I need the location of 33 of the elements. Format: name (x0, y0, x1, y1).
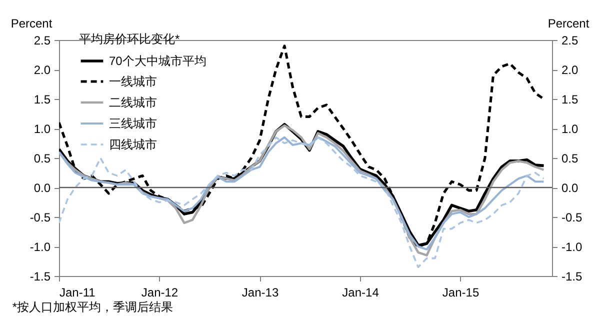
x-tick-label: Jan-14 (342, 286, 380, 300)
legend-label: 二线城市 (109, 96, 157, 110)
legend-label: 三线城市 (109, 116, 157, 130)
x-tick-label: Jan-15 (442, 286, 480, 300)
y-tick-label: 2.0 (34, 63, 51, 77)
y2-tick-label: -1.0 (562, 240, 583, 254)
y-tick-label: 2.5 (34, 34, 51, 48)
legend-title: 平均房价环比变化* (79, 32, 180, 46)
y2-tick-label: 0.5 (562, 152, 579, 166)
y2-tick-label: -0.5 (562, 210, 583, 224)
y2-axis-title: Percent (548, 16, 590, 30)
y2-tick-label: 1.0 (562, 122, 579, 136)
x-tick-label: Jan-13 (242, 286, 279, 300)
text: *按人口加权平均，季调后结果 (12, 300, 173, 314)
x-tick-label: Jan-12 (141, 286, 178, 300)
y-tick-label: -1.0 (30, 240, 51, 254)
y-tick-label: 1.5 (34, 92, 51, 106)
x-tick-label: Jan-11 (60, 286, 96, 300)
y-axis-title: Percent (10, 16, 53, 30)
y-tick-label: -1.5 (30, 270, 51, 284)
legend-label: 70个大中城市平均 (109, 54, 206, 68)
y-tick-label: 0.0 (34, 181, 51, 195)
y2-tick-label: -1.5 (562, 270, 583, 284)
y-tick-label: -0.5 (30, 210, 51, 224)
y-tick-label: 0.5 (34, 152, 51, 166)
y2-tick-label: 1.5 (562, 92, 579, 106)
legend-label: 四线城市 (109, 138, 157, 152)
line-series (59, 44, 546, 248)
legend-label: 一线城市 (109, 74, 157, 88)
y2-tick-label: 2.5 (562, 34, 579, 48)
y-tick-label: 1.0 (34, 122, 51, 136)
y2-tick-label: 2.0 (562, 63, 579, 77)
y2-tick-label: 0.0 (562, 181, 579, 195)
